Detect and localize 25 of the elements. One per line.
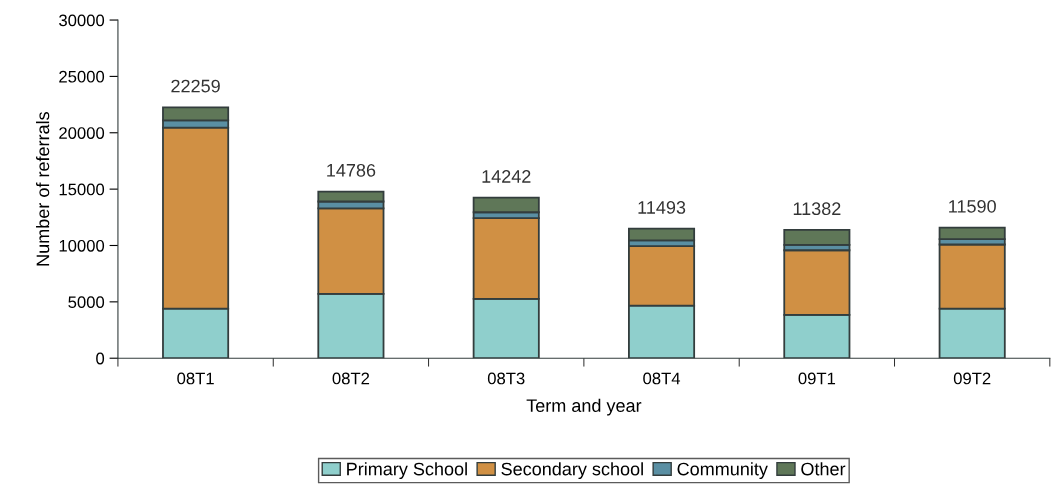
y-tick-label: 20000 [59, 127, 105, 139]
x-tick-label: 08T4 [643, 372, 681, 385]
x-tick-label: 08T2 [332, 372, 370, 385]
total-label: 11382 [793, 202, 841, 216]
total-label: 14786 [327, 163, 376, 177]
x-axis-title: Term and year [526, 398, 642, 416]
total-label: 14242 [482, 170, 531, 183]
y-tick-label: 10000 [59, 239, 105, 252]
y-tick-label: 0 [96, 352, 105, 365]
y-tick-label: 25000 [59, 70, 105, 83]
x-tick-label: 09T2 [953, 372, 991, 385]
total-label: 22259 [171, 79, 220, 93]
legend-label: Primary School [347, 462, 467, 479]
x-tick-label: 08T3 [487, 372, 525, 385]
legend-label: Secondary school [501, 462, 643, 479]
y-tick-label: 30000 [59, 14, 105, 27]
x-tick-label: 08T1 [177, 372, 214, 385]
total-label: 11493 [638, 201, 686, 214]
legend-label: Community [677, 462, 768, 479]
legend-label: Other [801, 462, 846, 476]
total-label: 11590 [949, 199, 996, 213]
y-tick-label: 5000 [68, 296, 105, 309]
y-axis-title: Number of referrals [36, 112, 50, 266]
y-tick-label: 15000 [59, 183, 105, 196]
x-tick-label: 09T1 [798, 372, 836, 385]
